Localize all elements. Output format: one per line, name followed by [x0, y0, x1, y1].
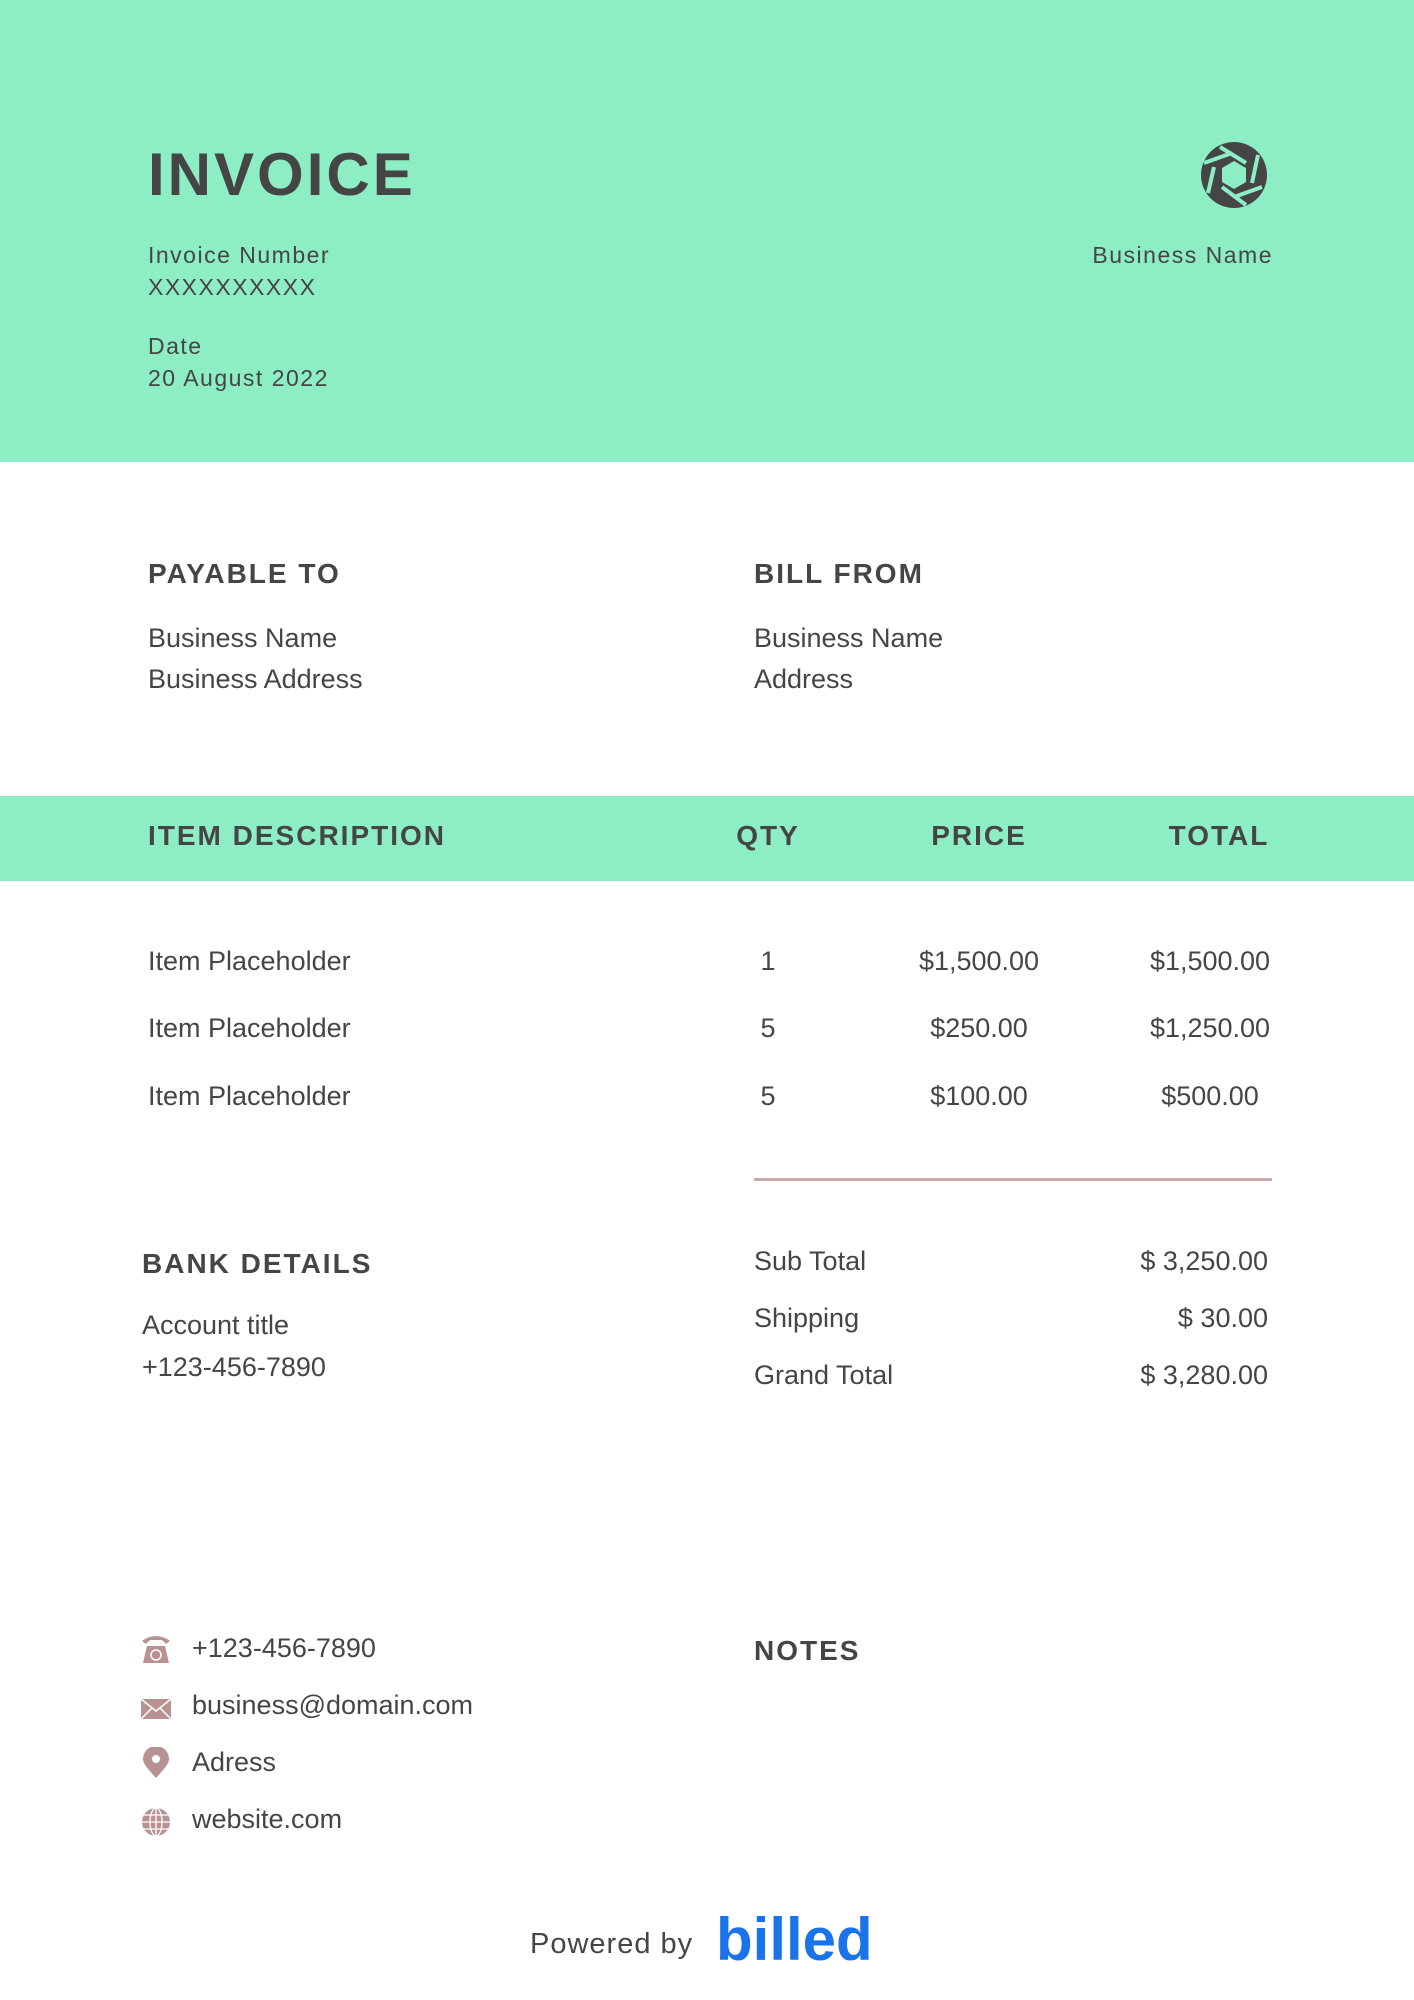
table-header — [0, 796, 1414, 881]
item-price: $1,500.00 — [918, 946, 1040, 976]
contact-email: business@domain.com — [192, 1690, 474, 1720]
item-total: $1,250.00 — [1149, 1013, 1271, 1043]
bank-details-heading: BANK DETAILS — [142, 1248, 373, 1279]
bill-from-address: Address — [754, 664, 854, 694]
item-price: $100.00 — [930, 1081, 1028, 1111]
bill-from-name: Business Name — [754, 623, 944, 653]
bank-account: Account title — [142, 1310, 290, 1340]
invoice-number: XXXXXXXXXX — [148, 274, 317, 300]
item-description: Item Placeholder — [148, 1013, 351, 1043]
divider — [754, 1178, 1272, 1181]
item-price: $250.00 — [930, 1013, 1028, 1043]
billed-logo: billed — [716, 1906, 873, 1973]
item-qty: 5 — [760, 1081, 776, 1111]
invoice-title: INVOICE — [148, 141, 416, 208]
item-qty: 1 — [760, 946, 776, 976]
item-description: Item Placeholder — [148, 946, 351, 976]
globe-icon — [142, 1807, 170, 1837]
contact-website: website.com — [192, 1804, 343, 1834]
grand-total-value: $ 3,280.00 — [1140, 1360, 1268, 1390]
header-band — [0, 0, 1414, 462]
item-total: $1,500.00 — [1149, 946, 1271, 976]
date-value: 20 August 2022 — [148, 365, 329, 391]
item-description: Item Placeholder — [148, 1081, 351, 1111]
powered-by-label: Powered by — [530, 1928, 694, 1960]
aperture-icon — [1201, 142, 1267, 208]
notes-heading: NOTES — [754, 1635, 861, 1666]
shipping-value: $ 30.00 — [1177, 1303, 1268, 1333]
col-description: ITEM DESCRIPTION — [148, 820, 447, 851]
business-name: Business Name — [1092, 242, 1273, 268]
col-qty: QTY — [736, 820, 800, 851]
contact-phone: +123-456-7890 — [192, 1633, 376, 1663]
payable-to-heading: PAYABLE TO — [148, 558, 341, 589]
col-price: PRICE — [931, 820, 1027, 851]
email-icon — [140, 1698, 172, 1720]
shipping-label: Shipping — [754, 1303, 860, 1333]
payable-to-name: Business Name — [148, 623, 338, 653]
phone-icon — [142, 1636, 170, 1663]
location-icon — [143, 1747, 169, 1778]
bank-phone: +123-456-7890 — [142, 1352, 326, 1382]
contact-address: Adress — [192, 1747, 277, 1777]
col-total: TOTAL — [1168, 820, 1270, 851]
bill-from-heading: BILL FROM — [754, 558, 924, 589]
item-total: $500.00 — [1161, 1081, 1259, 1111]
grand-total-label: Grand Total — [754, 1360, 894, 1390]
invoice-number-label: Invoice Number — [148, 242, 331, 268]
payable-to-address: Business Address — [148, 664, 363, 694]
date-label: Date — [148, 333, 203, 359]
subtotal-label: Sub Total — [754, 1246, 867, 1276]
item-qty: 5 — [760, 1013, 776, 1043]
subtotal-value: $ 3,250.00 — [1140, 1246, 1268, 1276]
